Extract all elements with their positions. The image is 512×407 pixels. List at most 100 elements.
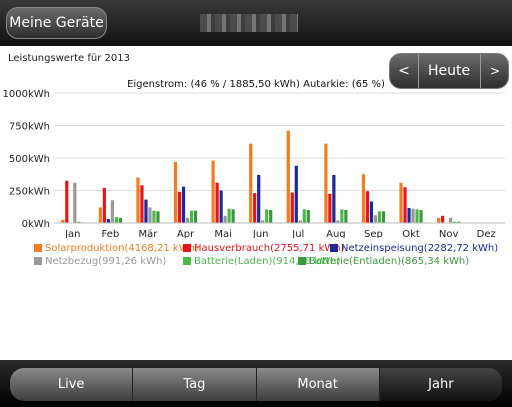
bar-Sep-0 — [361, 174, 366, 223]
x-tick-label: Dez — [477, 229, 496, 238]
x-tick-label: Feb — [102, 229, 120, 238]
bar-Feb-5 — [118, 217, 122, 223]
y-tick-label: 1000kWh — [3, 89, 50, 100]
bar-Jul-3 — [298, 220, 302, 223]
today-button[interactable]: Heute — [427, 63, 471, 79]
bar-Nov-0 — [437, 217, 441, 223]
legend-label: Hausverbrauch(2755,71 kWh) — [194, 243, 345, 254]
period-label: Leistungswerte für 2013 — [8, 53, 130, 64]
time-range-tabs: Live Tag Monat Jahr — [10, 368, 502, 401]
y-tick-label: 0kWh — [22, 219, 50, 230]
legend-label: Batterie(Laden)(914,28 kWh) — [194, 256, 341, 267]
bar-Mär-1 — [140, 185, 144, 223]
x-tick-label: Jun — [252, 229, 269, 238]
legend-swatch — [183, 244, 191, 252]
bar-Aug-4 — [340, 209, 344, 223]
legend-swatch — [298, 257, 306, 265]
legend-swatch — [330, 244, 338, 252]
bar-Mai-4 — [227, 208, 231, 223]
bar-Aug-5 — [344, 210, 348, 223]
bar-Mai-5 — [231, 209, 235, 223]
next-period-button[interactable]: > — [480, 54, 509, 88]
bar-Jun-3 — [261, 220, 265, 223]
bar-Aug-0 — [324, 143, 328, 223]
bar-Jul-5 — [306, 210, 310, 223]
legend-entry: Batterie(Laden)(914,28 kWh) — [183, 256, 340, 267]
bar-Okt-2 — [407, 208, 411, 223]
bar-Okt-3 — [411, 208, 415, 223]
x-tick-label: Apr — [177, 229, 195, 238]
bar-Jul-2 — [294, 165, 298, 223]
bar-Jul-0 — [286, 130, 290, 223]
bar-Nov-5 — [457, 221, 461, 223]
legend-label: Solarproduktion(4168,21 kWh) — [45, 243, 199, 254]
x-tick-label: Aug — [326, 229, 346, 238]
bar-Mär-3 — [148, 207, 152, 223]
yearly-energy-bar-chart: 0kWh 250kWh 500kWh 750kWh 1000kWh Jan Feb Mär Ap… — [3, 89, 505, 238]
tab-jahr[interactable]: Jahr — [379, 368, 502, 401]
redacted-device-name — [200, 14, 298, 32]
bar-Aug-1 — [328, 193, 332, 223]
bar-Mär-5 — [156, 211, 160, 223]
bar-Mai-2 — [219, 190, 223, 223]
bar-Feb-2 — [106, 219, 110, 223]
self-consumption-summary: Eigenstrom: (46 % / 1885,50 kWh) Autarki… — [127, 79, 385, 90]
bar-Okt-0 — [399, 182, 403, 223]
x-tick-label: Nov — [439, 229, 459, 238]
bar-Apr-1 — [177, 191, 182, 223]
bar-Feb-0 — [98, 207, 102, 223]
previous-period-button[interactable]: < — [390, 54, 419, 88]
legend-entry: Netzbezug(991,26 kWh) — [34, 256, 166, 267]
bar-Aug-3 — [336, 220, 340, 223]
bar-Mai-1 — [215, 182, 219, 223]
legend-entry: Netzeinspeisung(2282,72 kWh) — [330, 243, 498, 254]
tab-live[interactable]: Live — [10, 368, 134, 401]
bar-Jun-0 — [249, 143, 253, 223]
bar-Sep-4 — [377, 211, 382, 223]
bar-Apr-3 — [185, 217, 190, 223]
bar-Jul-4 — [302, 209, 306, 223]
bar-Nov-4 — [453, 221, 457, 223]
y-tick-label: 250kWh — [9, 187, 50, 198]
legend-entry: Solarproduktion(4168,21 kWh) — [34, 243, 199, 254]
x-tick-label: Jan — [64, 229, 80, 238]
bar-Aug-2 — [332, 174, 336, 223]
bar-Jan-3 — [73, 182, 77, 223]
x-tick-label: Mär — [139, 229, 159, 238]
legend-label: Netzbezug(991,26 kWh) — [45, 256, 167, 267]
bar-Jun-5 — [269, 210, 273, 223]
bar-Mär-0 — [136, 177, 140, 223]
y-tick-label: 750kWh — [9, 122, 50, 133]
bar-Mär-2 — [144, 199, 148, 223]
bar-Mär-4 — [152, 210, 156, 223]
my-devices-button[interactable]: Meine Geräte — [6, 7, 107, 39]
x-tick-label: Sep — [364, 229, 383, 238]
legend-label: Netzeinspeisung(2282,72 kWh) — [341, 243, 499, 254]
legend-entry: Batterie(Entladen)(865,34 kWh) — [298, 256, 469, 267]
bar-Apr-0 — [173, 161, 178, 223]
bar-Apr-4 — [189, 210, 194, 223]
bar-Apr-5 — [193, 210, 198, 223]
bar-Jun-1 — [253, 193, 257, 223]
bar-Apr-2 — [181, 186, 186, 223]
bar-Feb-1 — [102, 187, 106, 223]
bar-Sep-1 — [365, 191, 370, 223]
tab-tag[interactable]: Tag — [133, 368, 257, 401]
tab-monat[interactable]: Monat — [257, 368, 380, 401]
x-tick-label: Mai — [214, 229, 232, 238]
period-navigator: < Heute > — [389, 53, 509, 89]
bar-Nov-1 — [441, 215, 445, 223]
y-tick-label: 500kWh — [9, 154, 50, 165]
bar-Mai-0 — [211, 160, 215, 223]
legend-label: Batterie(Entladen)(865,34 kWh) — [309, 256, 470, 267]
bar-Sep-3 — [373, 215, 378, 223]
x-tick-label: Okt — [402, 229, 420, 238]
bar-Sep-2 — [369, 201, 374, 223]
bar-Jan-4 — [77, 221, 81, 223]
bar-Okt-5 — [419, 210, 423, 223]
bar-Jan-1 — [65, 180, 69, 223]
legend-swatch — [183, 257, 191, 265]
bar-Sep-5 — [381, 211, 386, 223]
bar-Jan-0 — [61, 219, 65, 223]
bar-Jul-1 — [290, 192, 294, 223]
